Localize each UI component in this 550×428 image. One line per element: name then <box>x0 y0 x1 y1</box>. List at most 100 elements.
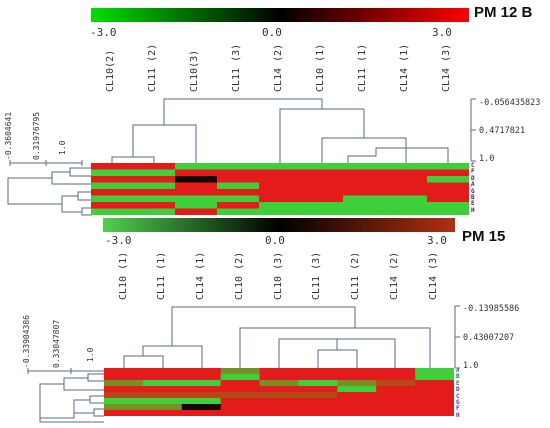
column-scale-min-1: 1.0 <box>479 154 495 164</box>
column-scale-max-1: -0.056435823 <box>479 98 541 108</box>
heatmap-cell <box>376 410 416 417</box>
heatmap-cell <box>220 380 261 387</box>
heatmap-cell <box>298 368 338 375</box>
panel-title-2: PM 15 <box>462 228 506 245</box>
heatmap-cell <box>427 202 470 209</box>
heatmap-cell <box>376 404 416 411</box>
heatmap-cell <box>259 368 299 375</box>
heatmap-cell <box>175 208 218 216</box>
heatmap-1 <box>91 163 470 216</box>
heatmap-cell <box>259 374 299 381</box>
column-label: CL14 (2) <box>389 251 400 300</box>
heatmap-cell <box>385 189 428 196</box>
scale-tick-min-2: -3.0 <box>105 234 132 247</box>
column-label: CL11 (3) <box>231 43 242 92</box>
heatmap-cell <box>217 182 260 190</box>
row-label: F <box>456 405 460 413</box>
heatmap-cell <box>301 176 344 183</box>
heatmap-cell <box>385 202 428 209</box>
column-label: CL14 (1) <box>195 251 206 300</box>
heatmap-cell <box>259 392 299 399</box>
heatmap-cell <box>343 176 386 183</box>
color-scale-bar-2 <box>103 218 455 232</box>
heatmap-cell <box>91 208 134 216</box>
column-label: CL11 (2) <box>147 43 158 92</box>
heatmap-cell <box>427 189 470 196</box>
column-label: CL10 (1) <box>315 43 326 92</box>
column-scale-min-2: 1.0 <box>463 361 479 371</box>
heatmap-cell <box>133 195 176 203</box>
heatmap-cell <box>343 182 386 190</box>
heatmap-cell <box>91 202 134 209</box>
heatmap-cell <box>427 176 470 183</box>
heatmap-cell <box>301 195 344 203</box>
heatmap-cell <box>220 392 261 399</box>
heatmap-cell <box>343 163 386 170</box>
heatmap-cell <box>259 208 302 216</box>
heatmap-cell <box>259 404 299 411</box>
heatmap-cell <box>133 163 176 170</box>
scale-tick-mid-1: 0.0 <box>262 26 282 39</box>
heatmap-cell <box>298 404 338 411</box>
heatmap-cell <box>181 410 222 417</box>
row-label: D <box>471 174 475 182</box>
heatmap-cell <box>301 202 344 209</box>
heatmap-cell <box>217 176 260 183</box>
heatmap-cell <box>91 195 134 203</box>
heatmap-cell <box>298 392 338 399</box>
heatmap-cell <box>142 380 183 387</box>
heatmap-cell <box>427 169 470 177</box>
heatmap-cell <box>343 189 386 196</box>
heatmap-cell <box>337 404 377 411</box>
row-label: A <box>471 181 475 189</box>
heatmap-cell <box>133 182 176 190</box>
row-scale-2: 0.33047807 <box>52 319 61 368</box>
scale-tick-max-2: 3.0 <box>427 234 447 247</box>
heatmap-cell <box>133 202 176 209</box>
heatmap-cell <box>175 195 218 203</box>
heatmap-cell <box>301 163 344 170</box>
heatmap-cell <box>415 410 455 417</box>
heatmap-cell <box>91 189 134 196</box>
heatmap-cell <box>220 410 261 417</box>
heatmap-cell <box>415 374 455 381</box>
row-label: C <box>456 392 460 400</box>
heatmap-cell <box>220 404 261 411</box>
heatmap-cell <box>104 404 144 411</box>
heatmap-cell <box>217 202 260 209</box>
heatmap-cell <box>385 163 428 170</box>
heatmap-cell <box>175 189 218 196</box>
heatmap-cell <box>337 374 377 381</box>
heatmap-cell <box>181 368 222 375</box>
heatmap-cell <box>220 386 261 393</box>
heatmap-cell <box>104 380 144 387</box>
heatmap-cell <box>181 380 222 387</box>
heatmap-cell <box>298 374 338 381</box>
heatmap-cell <box>175 202 218 209</box>
heatmap-cell <box>337 386 377 393</box>
column-label: CL11 (3) <box>311 251 322 300</box>
heatmap-cell <box>133 169 176 177</box>
row-scale-2: 0.31976795 <box>32 111 41 160</box>
row-dendrogram-2 <box>39 373 104 423</box>
column-label: CL11 (1) <box>357 43 368 92</box>
heatmap-cell <box>343 195 386 203</box>
heatmap-cell <box>343 169 386 177</box>
heatmap-cell <box>343 208 386 216</box>
heatmap-cell <box>415 386 455 393</box>
heatmap-cell <box>91 169 134 177</box>
heatmap-cell <box>104 368 144 375</box>
heatmap-cell <box>217 169 260 177</box>
heatmap-cell <box>91 176 134 183</box>
heatmap-cell <box>181 398 222 405</box>
heatmap-cell <box>259 189 302 196</box>
row-labels-1: C F D A G B E H <box>471 162 481 214</box>
column-label: CL10 (1) <box>118 251 129 300</box>
heatmap-cell <box>217 163 260 170</box>
heatmap-cell <box>91 163 134 170</box>
heatmap-cell <box>133 189 176 196</box>
row-label: E <box>456 379 460 387</box>
heatmap-cell <box>259 386 299 393</box>
heatmap-2 <box>104 368 455 417</box>
heatmap-cell <box>376 398 416 405</box>
